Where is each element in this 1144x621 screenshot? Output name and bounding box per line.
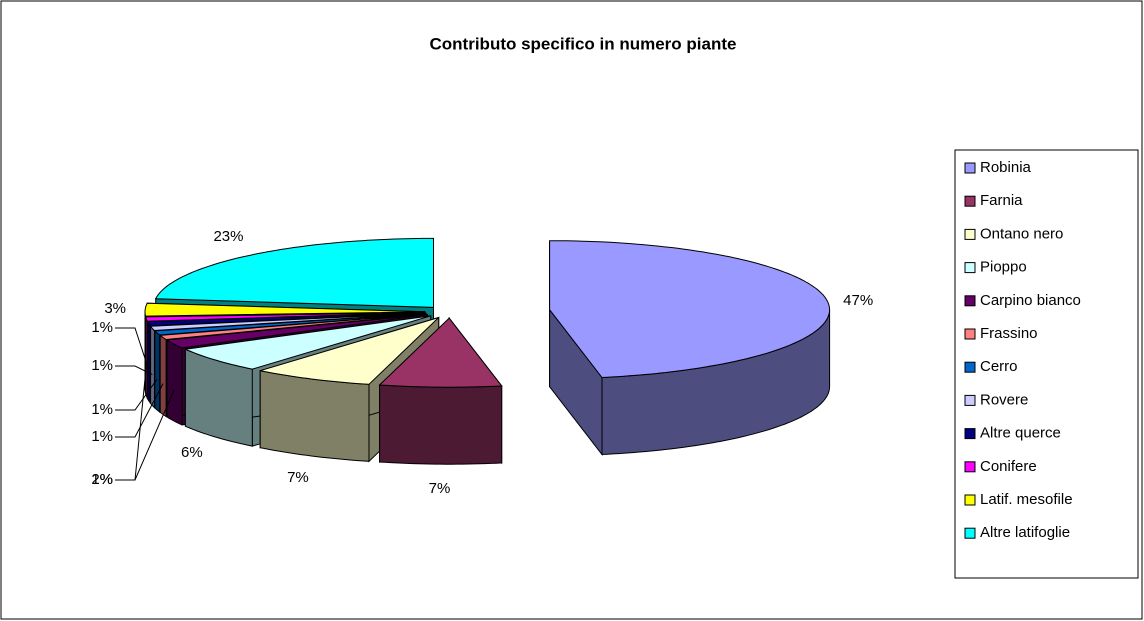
slice-top <box>144 302 426 317</box>
legend-label: Altre latifoglie <box>980 524 1070 541</box>
legend-label: Cerro <box>980 358 1018 375</box>
data-label: 2% <box>91 471 113 488</box>
slice-wall <box>159 334 167 418</box>
slice-top <box>158 313 427 341</box>
legend-swatch <box>964 428 976 440</box>
legend-swatch <box>964 527 976 539</box>
data-label: 6% <box>181 444 203 461</box>
slice-top <box>260 317 440 385</box>
legend-label: Frassino <box>980 325 1038 342</box>
legend-swatch <box>964 228 976 240</box>
data-label: 1% <box>91 319 113 336</box>
chart-title: Contributo specifico in numero piante <box>430 34 737 53</box>
legend-label: Robinia <box>980 159 1032 176</box>
legend-swatch <box>964 162 976 174</box>
slice-wall <box>150 324 155 409</box>
data-label: 1% <box>91 471 113 488</box>
slice-wall <box>154 329 161 414</box>
slice-wall <box>379 384 503 465</box>
slice-wall <box>259 370 370 462</box>
legend-label: Latif. mesofile <box>980 491 1073 508</box>
slice-top <box>549 240 831 379</box>
data-label: 1% <box>91 357 113 374</box>
data-label: 3% <box>104 300 126 317</box>
legend-swatch <box>964 461 976 473</box>
slice-wall <box>166 339 183 426</box>
leader-line <box>115 327 150 371</box>
legend-label: Farnia <box>980 192 1023 209</box>
legend-swatch <box>964 494 976 506</box>
slice-top <box>183 315 431 370</box>
legend-swatch <box>964 361 976 373</box>
leader-line <box>115 365 147 481</box>
data-label: 23% <box>213 228 243 245</box>
data-label: 1% <box>91 428 113 445</box>
slice-top <box>154 237 434 308</box>
data-label: 1% <box>91 401 113 418</box>
legend-swatch <box>964 328 976 340</box>
data-label: 7% <box>287 469 309 486</box>
legend-label: Altre querce <box>980 425 1061 442</box>
pie-slice <box>549 240 831 456</box>
leader-line <box>115 383 164 438</box>
legend-label: Pioppo <box>980 259 1027 276</box>
legend-swatch <box>964 262 976 274</box>
leader-line <box>115 365 153 376</box>
legend-label: Conifere <box>980 458 1037 475</box>
legend-swatch <box>964 295 976 307</box>
leader-line <box>115 378 158 411</box>
legend-label: Ontano nero <box>980 225 1063 242</box>
data-label: 7% <box>429 480 451 497</box>
legend-label: Rovere <box>980 391 1028 408</box>
legend-swatch <box>964 394 976 406</box>
legend-swatch <box>964 195 976 207</box>
legend-box <box>954 149 1139 579</box>
slice-top <box>378 317 503 388</box>
pie-slice <box>378 316 503 465</box>
data-label: 47% <box>843 292 873 309</box>
legend-label: Carpino bianco <box>980 292 1081 309</box>
slice-top <box>165 314 428 349</box>
